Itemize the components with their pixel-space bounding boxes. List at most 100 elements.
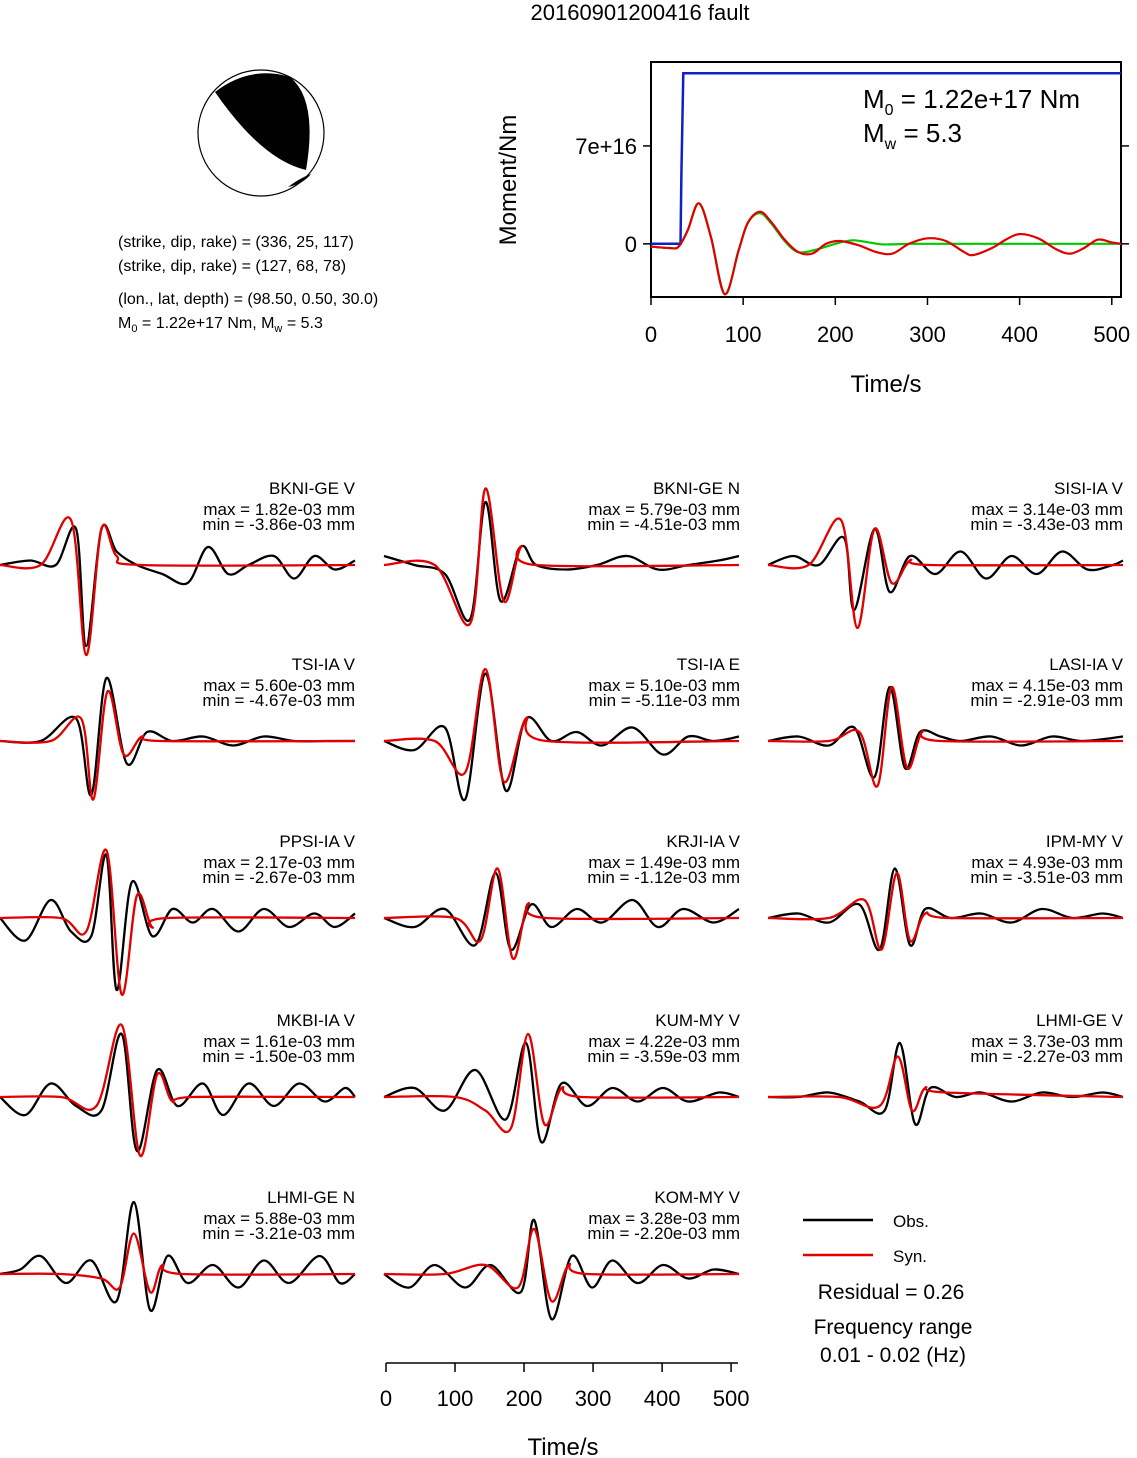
station-name: IPM-MY V xyxy=(1046,832,1124,851)
synthetic-trace xyxy=(0,516,356,657)
moment-xtick-label: 100 xyxy=(725,322,762,347)
station-min: min = -3.59e-03 mm xyxy=(587,1047,740,1066)
station-min: min = -3.51e-03 mm xyxy=(970,868,1123,887)
frequency-range-value: 0.01 - 0.02 (Hz) xyxy=(820,1344,966,1367)
synthetic-trace xyxy=(383,1032,740,1133)
waveform-xtick-label: 400 xyxy=(644,1386,681,1411)
station-max: max = 4.15e-03 mm xyxy=(971,676,1123,695)
observed-trace xyxy=(0,853,356,992)
observed-trace xyxy=(383,672,740,802)
station-min: min = -5.11e-03 mm xyxy=(589,691,740,710)
station-max: max = 2.17e-03 mm xyxy=(203,853,355,872)
station-max: max = 3.73e-03 mm xyxy=(971,1032,1123,1051)
station-min: min = -2.20e-03 mm xyxy=(587,1224,740,1243)
legend-obs-label: Obs. xyxy=(893,1212,929,1231)
moment-xtick-label: 500 xyxy=(1093,322,1130,347)
residual-text: Residual = 0.26 xyxy=(818,1281,965,1304)
station-max: max = 4.22e-03 mm xyxy=(588,1032,740,1051)
moment-series-1 xyxy=(650,202,1121,296)
observed-trace xyxy=(767,527,1124,612)
moment-mw-annotation: Mw = 5.3 xyxy=(863,118,962,153)
station-name: TSI-IA E xyxy=(677,655,740,674)
station-name: BKNI-GE V xyxy=(269,479,356,498)
observed-trace xyxy=(383,1218,740,1321)
moment-xlabel: Time/s xyxy=(850,371,921,398)
moment-ytick-label: 7e+16 xyxy=(575,134,637,159)
station-name: PPSI-IA V xyxy=(279,832,355,851)
figure-title: 20160901200416 fault xyxy=(531,0,750,25)
station-max: max = 3.28e-03 mm xyxy=(588,1209,740,1228)
waveform-xtick-label: 300 xyxy=(575,1386,612,1411)
synthetic-trace xyxy=(767,517,1124,630)
observed-trace xyxy=(383,500,740,623)
station-min: min = -4.51e-03 mm xyxy=(587,515,740,534)
observed-trace xyxy=(0,1200,356,1312)
station-name: LHMI-GE N xyxy=(267,1188,355,1207)
moment-series-2 xyxy=(650,202,1122,296)
station-max: max = 5.79e-03 mm xyxy=(588,500,740,519)
station-name: TSI-IA V xyxy=(292,655,356,674)
magnitude-line: M0 = 1.22e+17 Nm, Mw = 5.3 xyxy=(118,315,323,335)
station-min: min = -2.27e-03 mm xyxy=(970,1047,1123,1066)
station-max: max = 1.82e-03 mm xyxy=(203,500,355,519)
moment-ylabel: Moment/Nm xyxy=(495,115,522,246)
station-max: max = 1.61e-03 mm xyxy=(203,1032,355,1051)
moment-series-0 xyxy=(651,71,1121,246)
moment-xtick-label: 300 xyxy=(909,322,946,347)
synthetic-trace xyxy=(0,1232,356,1294)
synthetic-trace xyxy=(0,1023,356,1157)
station-name: KRJI-IA V xyxy=(666,832,740,851)
mechanism-info: (strike, dip, rake) = (336, 25, 117) (st… xyxy=(118,234,378,335)
observed-trace xyxy=(383,871,740,951)
moment-series-group xyxy=(650,71,1122,296)
waveform-xtick-label: 500 xyxy=(713,1386,750,1411)
synthetic-trace xyxy=(0,848,356,996)
station-min: min = -2.91e-03 mm xyxy=(970,691,1123,710)
station-min: min = -2.67e-03 mm xyxy=(202,868,355,887)
station-max: max = 5.10e-03 mm xyxy=(588,676,740,695)
waveform-xtick-label: 100 xyxy=(437,1386,474,1411)
synthetic-trace xyxy=(383,667,740,784)
synthetic-trace xyxy=(767,871,1124,951)
waveform-time-axis: 0 100 200 300 400 500 xyxy=(380,1362,750,1411)
synthetic-trace xyxy=(383,487,740,627)
beachball xyxy=(197,69,325,197)
waveform-xtick-label: 0 xyxy=(380,1386,392,1411)
station-max: max = 1.49e-03 mm xyxy=(588,853,740,872)
station-name: KOM-MY V xyxy=(654,1188,740,1207)
moment-xtick-label: 400 xyxy=(1001,322,1038,347)
station-max: max = 5.88e-03 mm xyxy=(203,1209,355,1228)
location-line: (lon., lat, depth) = (98.50, 0.50, 30.0) xyxy=(118,291,378,308)
station-min: min = -1.50e-03 mm xyxy=(202,1047,355,1066)
station-name: MKBI-IA V xyxy=(277,1011,356,1030)
station-min: min = -3.21e-03 mm xyxy=(202,1224,355,1243)
station-name: LHMI-GE V xyxy=(1036,1011,1124,1030)
station-name: LASI-IA V xyxy=(1049,655,1123,674)
station-min: min = -3.86e-03 mm xyxy=(202,515,355,534)
moment-m0-annotation: M0 = 1.22e+17 Nm xyxy=(863,84,1080,119)
moment-plot-frame xyxy=(650,61,1122,298)
station-max: max = 3.14e-03 mm xyxy=(971,500,1123,519)
station-max: max = 5.60e-03 mm xyxy=(203,676,355,695)
legend: Obs. Syn. Residual = 0.26 Frequency rang… xyxy=(803,1212,972,1367)
observed-trace xyxy=(0,676,355,797)
mechanism-line-2: (strike, dip, rake) = (127, 68, 78) xyxy=(118,258,346,275)
waveform-xlabel: Time/s xyxy=(527,1434,598,1458)
legend-syn-label: Syn. xyxy=(893,1247,927,1266)
station-name: SISI-IA V xyxy=(1054,479,1124,498)
